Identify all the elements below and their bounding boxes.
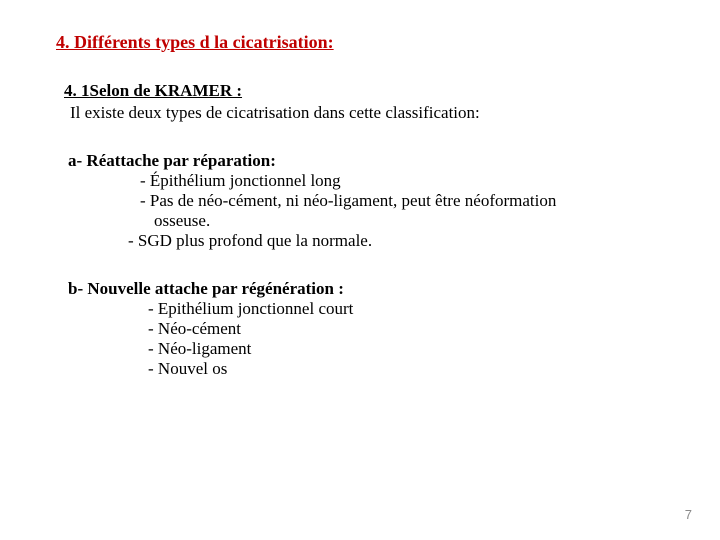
page-number: 7 xyxy=(685,507,692,522)
subsection-heading: 4. 1Selon de KRAMER : xyxy=(64,81,680,101)
section-a-items: - Épithélium jonctionnel long - Pas de n… xyxy=(140,171,680,231)
intro-text: Il existe deux types de cicatrisation da… xyxy=(70,103,680,123)
list-item: - SGD plus profond que la normale. xyxy=(128,231,680,251)
section-a-heading: a- Réattache par réparation: xyxy=(68,151,680,171)
section-title: 4. Différents types d la cicatrisation: xyxy=(56,32,680,53)
list-item: - Pas de néo-cément, ni néo-ligament, pe… xyxy=(140,191,680,211)
list-item-cont: osseuse. xyxy=(154,211,680,231)
section-b: b- Nouvelle attache par régénération : -… xyxy=(68,279,680,379)
section-a: a- Réattache par réparation: - Épithéliu… xyxy=(68,151,680,251)
list-item: - Épithélium jonctionnel long xyxy=(140,171,680,191)
list-item: - Nouvel os xyxy=(148,359,680,379)
section-b-heading: b- Nouvelle attache par régénération : xyxy=(68,279,680,299)
section-b-items: - Epithélium jonctionnel court - Néo-cém… xyxy=(148,299,680,379)
list-item: - Néo-ligament xyxy=(148,339,680,359)
list-item: - Epithélium jonctionnel court xyxy=(148,299,680,319)
list-item: - Néo-cément xyxy=(148,319,680,339)
slide-page: 4. Différents types d la cicatrisation: … xyxy=(0,0,720,540)
